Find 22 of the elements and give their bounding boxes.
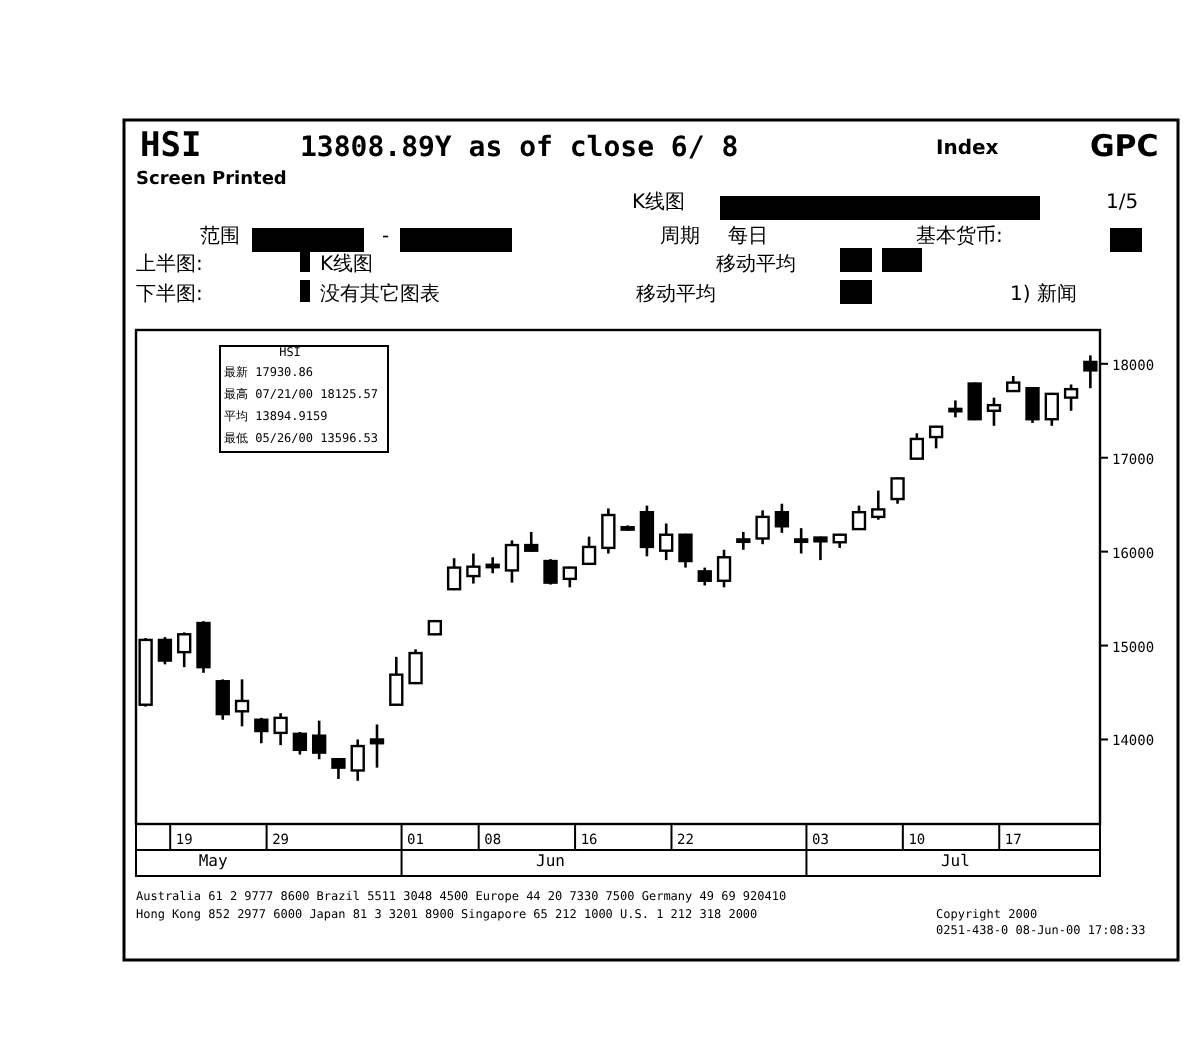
chart-subtitle: 13808.89Y as of close 6/ 8 <box>300 132 739 164</box>
text: 每日 <box>728 224 768 248</box>
text: 移动平均 <box>716 252 796 276</box>
text: K线图 <box>632 190 686 214</box>
text: 范围 <box>200 224 240 248</box>
text: Jun <box>536 852 566 870</box>
text: 上半图: <box>136 252 203 276</box>
text: K线图 <box>320 252 374 276</box>
text: 周期 <box>660 224 700 248</box>
text: GPC <box>1090 128 1159 164</box>
text: Index <box>936 138 1000 160</box>
text: Jul <box>940 852 971 870</box>
text: 基本货币: <box>916 224 1003 248</box>
text: May <box>198 852 228 870</box>
chart-title: HSI <box>140 126 202 166</box>
text: 下半图: <box>136 282 203 306</box>
text: 没有其它图表 <box>320 282 440 306</box>
text: Screen Printed <box>136 170 287 190</box>
text: - <box>382 226 390 248</box>
text: 1) 新闻 <box>1010 282 1077 306</box>
text: 移动平均 <box>636 282 716 306</box>
text: 1/5 <box>1106 192 1139 214</box>
